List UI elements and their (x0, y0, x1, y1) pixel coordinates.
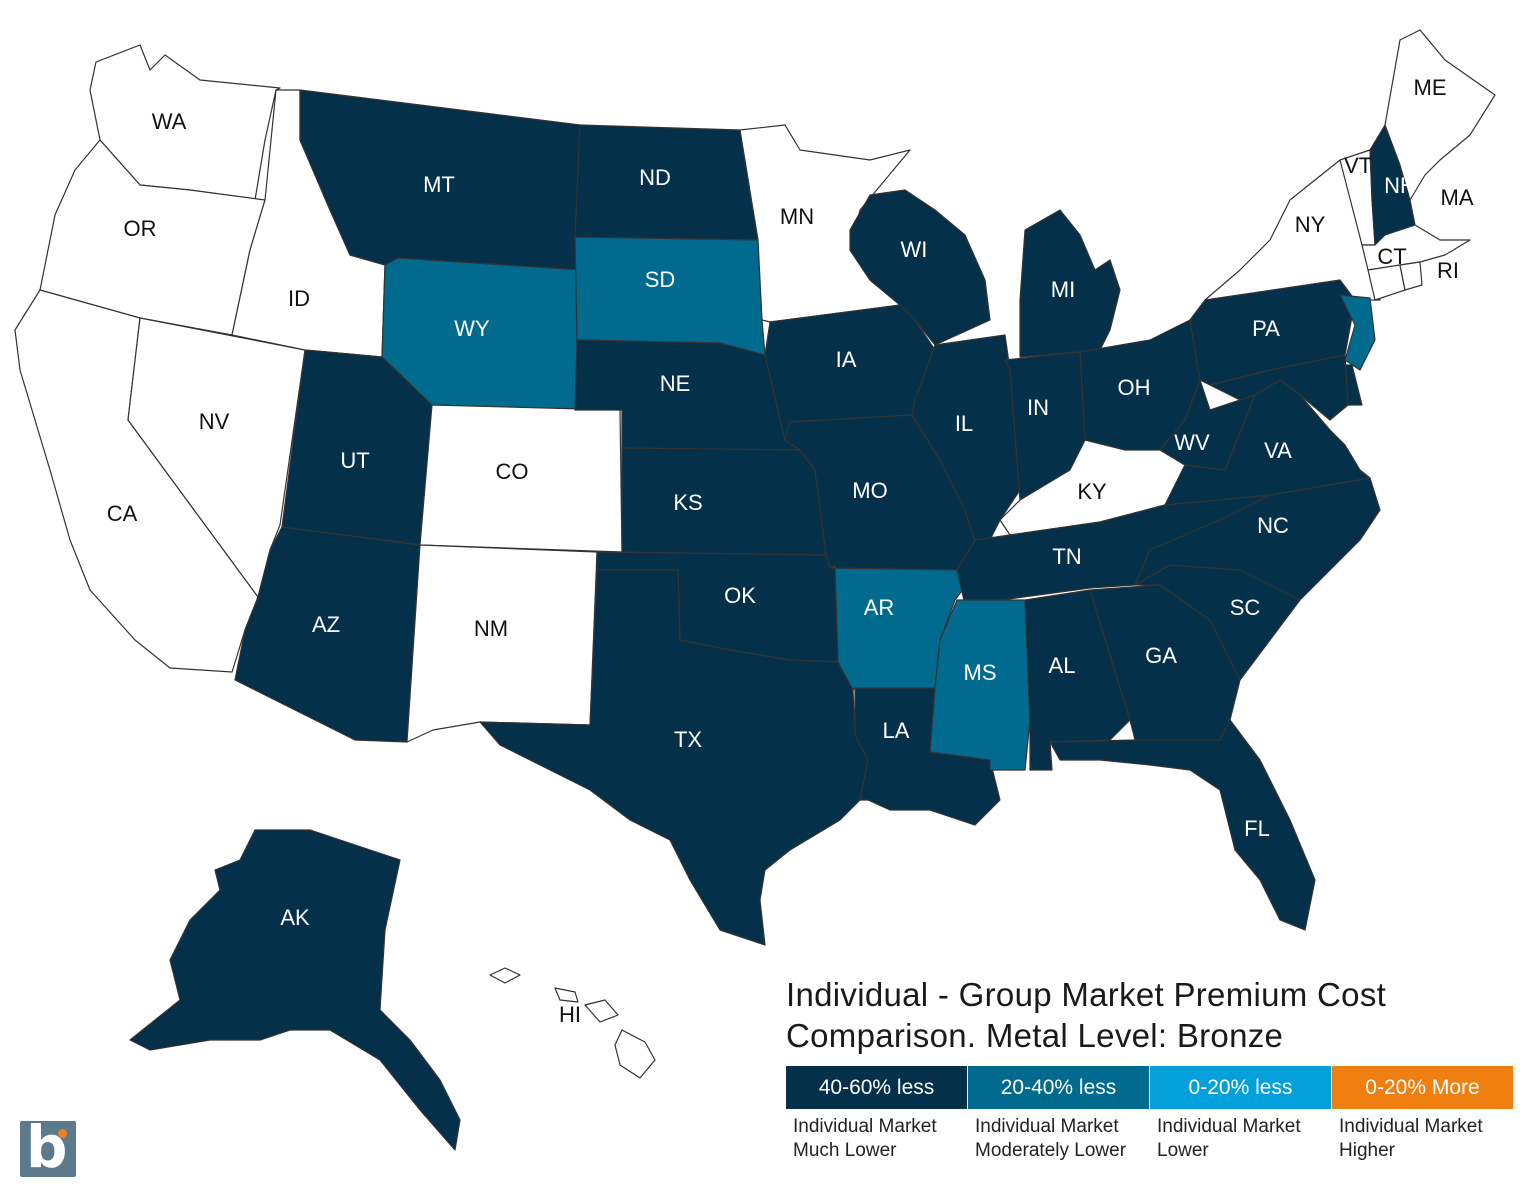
state-label-tx: TX (674, 727, 702, 752)
state-label-tn: TN (1052, 544, 1081, 569)
state-label-az: AZ (312, 612, 340, 637)
state-label-nh: NH (1384, 173, 1416, 198)
state-label-ct: CT (1377, 244, 1406, 269)
legend-desc-line: Individual Market (1157, 1116, 1301, 1137)
state-nm (406, 544, 598, 743)
state-sd (574, 236, 766, 356)
state-label-vt: VT (1344, 153, 1372, 178)
state-ak (129, 829, 461, 1151)
state-label-mt: MT (423, 172, 455, 197)
state-label-ri: RI (1437, 258, 1459, 283)
logo-letter-icon: b (26, 1113, 68, 1181)
state-label-nm: NM (474, 616, 508, 641)
state-label-ms: MS (964, 660, 997, 685)
state-label-ak: AK (280, 905, 310, 930)
state-label-ar: AR (864, 595, 895, 620)
state-label-nj: NJ (1384, 317, 1411, 342)
state-label-mo: MO (852, 478, 887, 503)
legend-description: Individual Market Much Lower (786, 1109, 968, 1163)
legend-desc-line: Higher (1339, 1140, 1395, 1161)
logo-dot-icon (58, 1129, 67, 1138)
legend-item-much-lower: 40-60% less Individual Market Much Lower (786, 1066, 968, 1163)
state-label-co: CO (496, 459, 529, 484)
legend-desc-line: Individual Market (975, 1116, 1119, 1137)
state-label-nc: NC (1257, 513, 1289, 538)
map-title: Individual - Group Market Premium Cost C… (786, 974, 1506, 1056)
legend-item-higher: 0-20% More Individual Market Higher (1332, 1066, 1514, 1163)
legend-item-moderately-lower: 20-40% less Individual Market Moderately… (968, 1066, 1150, 1163)
legend-desc-line: Much Lower (793, 1140, 897, 1161)
state-label-hi: HI (559, 1002, 581, 1027)
state-label-ny: NY (1295, 212, 1326, 237)
state-ct (1367, 264, 1406, 301)
legend-swatch: 40-60% less (786, 1066, 968, 1109)
state-label-ks: KS (673, 490, 702, 515)
state-label-nd: ND (639, 165, 671, 190)
state-me (1384, 29, 1496, 201)
state-label-wa: WA (152, 109, 187, 134)
benefitmall-logo-icon: b (20, 1117, 76, 1177)
state-label-wy: WY (454, 316, 490, 341)
state-label-wi: WI (901, 237, 928, 262)
legend-description: Individual Market Moderately Lower (968, 1109, 1150, 1163)
state-label-sd: SD (645, 267, 676, 292)
state-label-wv: WV (1174, 430, 1210, 455)
state-label-ne: NE (660, 371, 691, 396)
state-fl (1049, 719, 1316, 931)
legend-desc-line: Lower (1157, 1140, 1209, 1161)
state-mi (1019, 209, 1121, 358)
state-label-md: MD (1371, 411, 1405, 436)
state-label-ma: MA (1441, 185, 1474, 210)
state-wv (1159, 379, 1256, 471)
title-line-1: Individual - Group Market Premium Cost (786, 976, 1387, 1013)
legend-desc-line: Individual Market (1339, 1116, 1483, 1137)
state-label-or: OR (124, 216, 157, 241)
state-label-va: VA (1264, 438, 1292, 463)
title-line-2: Comparison. Metal Level: Bronze (786, 1017, 1284, 1054)
state-label-pa: PA (1252, 316, 1280, 341)
state-label-sc: SC (1230, 595, 1261, 620)
state-label-al: AL (1049, 653, 1076, 678)
state-tx (479, 569, 869, 946)
state-md (1209, 354, 1349, 421)
state-label-nv: NV (199, 409, 230, 434)
state-label-me: ME (1414, 75, 1447, 100)
state-label-mi: MI (1051, 277, 1075, 302)
legend-description: Individual Market Higher (1332, 1109, 1514, 1163)
state-label-ok: OK (724, 583, 756, 608)
state-label-id: ID (288, 286, 310, 311)
state-label-oh: OH (1118, 375, 1151, 400)
legend-desc-line: Individual Market (793, 1116, 937, 1137)
state-label-ky: KY (1077, 479, 1107, 504)
state-label-fl: FL (1244, 816, 1270, 841)
legend-desc-line: Moderately Lower (975, 1140, 1127, 1161)
state-ks (621, 447, 827, 556)
state-nj (1339, 294, 1376, 371)
state-label-de: DE (1376, 370, 1407, 395)
legend-swatch: 0-20% More (1332, 1066, 1514, 1109)
state-label-ut: UT (340, 448, 369, 473)
state-label-mn: MN (780, 204, 814, 229)
legend-item-lower: 0-20% less Individual Market Lower (1150, 1066, 1332, 1163)
legend: 40-60% less Individual Market Much Lower… (786, 1066, 1515, 1163)
state-label-ca: CA (107, 501, 138, 526)
legend-swatch: 20-40% less (968, 1066, 1150, 1109)
state-label-il: IL (955, 411, 973, 436)
legend-swatch: 0-20% less (1150, 1066, 1332, 1109)
state-label-ia: IA (836, 347, 857, 372)
state-hi (489, 967, 656, 1079)
state-label-la: LA (883, 718, 910, 743)
state-label-ga: GA (1145, 643, 1177, 668)
state-ri (1399, 261, 1423, 291)
state-label-in: IN (1027, 395, 1049, 420)
state-nc (1134, 477, 1381, 601)
legend-description: Individual Market Lower (1150, 1109, 1332, 1163)
